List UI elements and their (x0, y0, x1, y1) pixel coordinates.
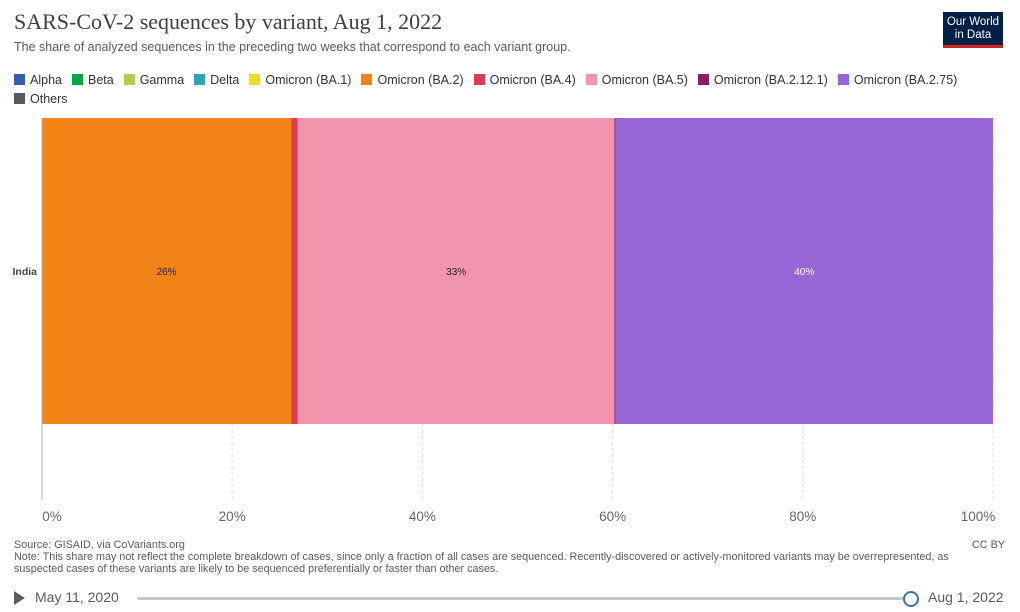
legend-item[interactable]: Omicron (BA.2.12.1) (697, 71, 828, 88)
legend-swatch (585, 74, 597, 85)
timeline-track[interactable] (137, 597, 912, 600)
legend-label: Others (30, 91, 68, 106)
legend-item[interactable]: Omicron (BA.2.75) (837, 71, 958, 88)
legend-label: Delta (210, 72, 240, 87)
data-label: 40% (794, 267, 814, 278)
legend-swatch (123, 74, 135, 85)
x-tick-label: 0% (42, 509, 62, 524)
timeline-end-date: Aug 1, 2022 (928, 589, 1004, 605)
legend-item[interactable]: Omicron (BA.5) (585, 71, 688, 88)
source-text: Source: GISAID, via CoVariants.org (14, 539, 185, 551)
x-tick-label: 80% (789, 509, 816, 524)
bar-segment (614, 118, 616, 424)
data-label: 33% (446, 267, 466, 278)
data-label: 26% (157, 267, 177, 278)
bar-segment (291, 118, 298, 424)
timeline: May 11, 2020 Aug 1, 2022 (14, 588, 1006, 608)
category-label: India (12, 266, 37, 278)
legend-label: Omicron (BA.2.75) (853, 72, 958, 87)
license-link[interactable]: CC BY (972, 539, 1005, 551)
legend-item[interactable]: Beta (71, 71, 114, 88)
legend-swatch (361, 74, 373, 85)
legend-label: Alpha (30, 72, 62, 87)
timeline-start-date: May 11, 2020 (35, 589, 119, 605)
x-tick-label: 100% (961, 509, 996, 524)
legend-swatch (697, 74, 709, 85)
logo-line-1: Our World (946, 16, 1000, 28)
legend-label: Omicron (BA.4) (489, 72, 576, 87)
legend-swatch (194, 74, 206, 85)
legend-item[interactable]: Omicron (BA.1) (249, 71, 351, 88)
legend-label: Omicron (BA.1) (265, 72, 352, 87)
timeline-handle[interactable] (903, 591, 919, 607)
x-tick-label: 20% (219, 509, 246, 524)
legend-label: Omicron (BA.2) (377, 72, 464, 87)
legend-swatch (473, 74, 485, 85)
bar-segment (615, 118, 993, 424)
legend-label: Omicron (BA.5) (601, 72, 688, 87)
x-tick-label: 60% (599, 509, 626, 524)
legend-swatch (14, 93, 25, 104)
note-text: Note: This share may not reflect the com… (14, 551, 949, 575)
legend-label: Beta (87, 72, 114, 87)
legend-label: Omicron (BA.2.12.1) (713, 72, 828, 87)
chart-subtitle: The share of analyzed sequences in the p… (14, 40, 571, 54)
legend-item[interactable]: Others (14, 90, 68, 107)
play-icon[interactable] (14, 591, 25, 605)
legend-item[interactable]: Omicron (BA.2) (361, 71, 464, 88)
legend-item[interactable]: Gamma (123, 71, 185, 88)
legend-item[interactable]: Omicron (BA.4) (473, 71, 576, 88)
legend-swatch (249, 74, 261, 85)
x-tick-label: 40% (409, 509, 436, 524)
bar-segment (297, 118, 615, 424)
legend-label: Gamma (139, 72, 185, 87)
legend-swatch (837, 74, 849, 85)
legend-swatch (71, 74, 83, 85)
legend-swatch (14, 74, 25, 85)
legend-item[interactable]: Delta (194, 71, 239, 88)
stacked-bar-chart: 26% 33% 40% India 0% 20% 40% 60% 80% 100% (12, 118, 996, 524)
logo-line-2: in Data (954, 29, 992, 41)
legend: Alpha Beta Gamma Delta Omicron (BA.1) Omicron… (14, 71, 1004, 109)
legend-item[interactable]: Alpha (14, 71, 62, 88)
chart-title: SARS-CoV-2 sequences by variant, Aug 1, … (14, 9, 443, 34)
footer: Source: GISAID, via CoVariants.org Note:… (14, 539, 974, 575)
owid-logo[interactable]: Our World in Data (943, 12, 1003, 48)
bar-segment (42, 118, 292, 424)
